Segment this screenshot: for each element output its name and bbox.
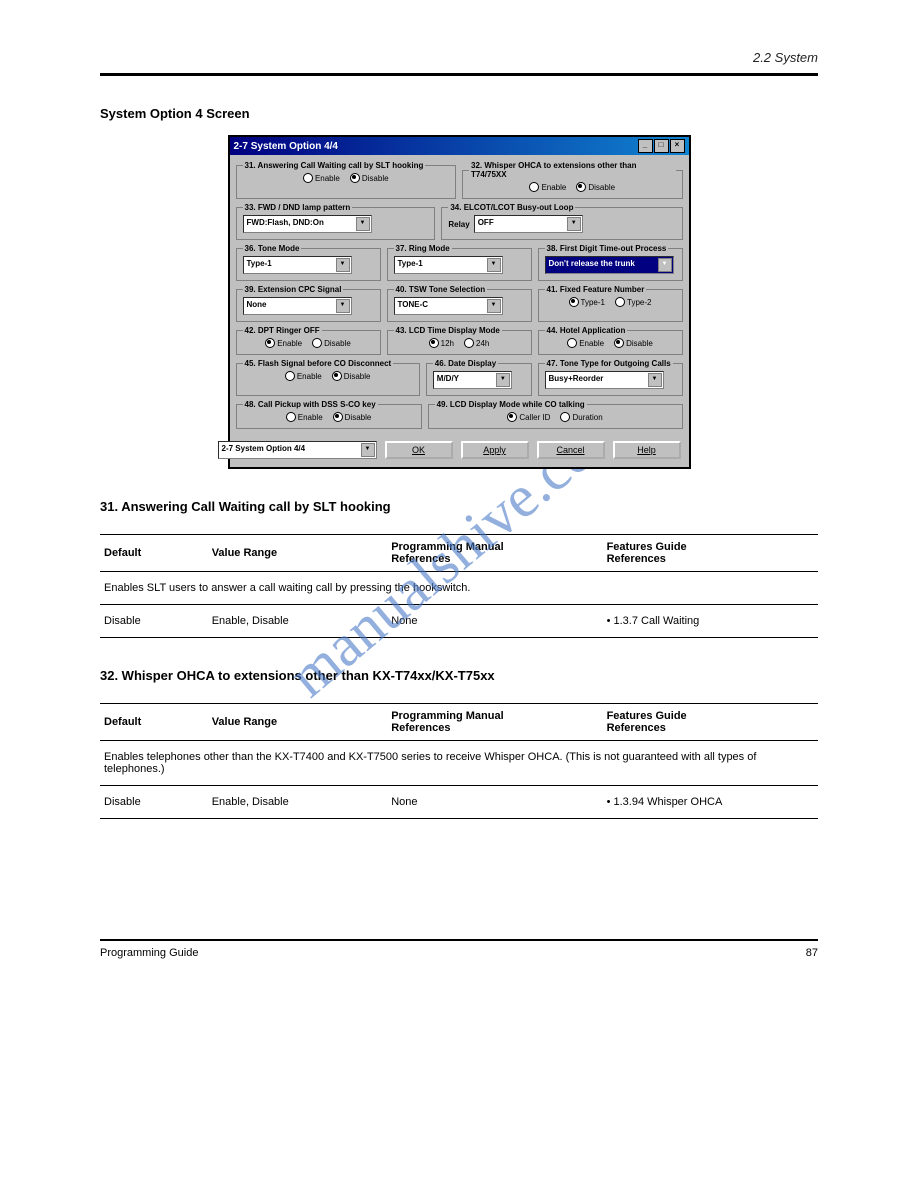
opt-43-12[interactable]: 12h (429, 338, 454, 348)
opt-48-e[interactable]: Enable (286, 412, 323, 422)
field-33: 33. FWD / DND lamp pattern FWD:Flash, DN… (236, 203, 436, 240)
field-39: 39. Extension CPC SignalNone (236, 285, 381, 322)
field-48: 48. Call Pickup with DSS S-CO key Enable… (236, 400, 422, 429)
select-39[interactable]: None (243, 297, 352, 315)
opt-32-disable[interactable]: Disable (576, 182, 615, 192)
field-42: 42. DPT Ringer OFF EnableDisable (236, 326, 381, 355)
select-33[interactable]: FWD:Flash, DND:On (243, 215, 372, 233)
select-37[interactable]: Type-1 (394, 256, 503, 274)
field-45: 45. Flash Signal before CO Disconnect En… (236, 359, 420, 396)
cancel-button[interactable]: Cancel (537, 441, 605, 459)
field-32: 32. Whisper OHCA to extensions other tha… (462, 161, 683, 199)
opt-32-enable[interactable]: Enable (529, 182, 566, 192)
item-31-head: 31. Answering Call Waiting call by SLT h… (100, 499, 818, 514)
screen-title: System Option 4 Screen (100, 106, 818, 121)
opt-44-d[interactable]: Disable (614, 338, 653, 348)
field-49: 49. LCD Display Mode while CO talking Ca… (428, 400, 683, 429)
dialog-window: 2-7 System Option 4/4 _ □ × 31. Answerin… (228, 135, 691, 469)
close-icon[interactable]: × (670, 139, 685, 153)
opt-49-dur[interactable]: Duration (560, 412, 602, 422)
opt-45-e[interactable]: Enable (285, 371, 322, 381)
opt-41-1[interactable]: Type-1 (569, 297, 605, 307)
opt-43-24[interactable]: 24h (464, 338, 489, 348)
opt-45-d[interactable]: Disable (332, 371, 371, 381)
field-37: 37. Ring ModeType-1 (387, 244, 532, 281)
field-38: 38. First Digit Time-out ProcessDon't re… (538, 244, 683, 281)
field-31: 31. Answering Call Waiting call by SLT h… (236, 161, 457, 199)
field-46: 46. Date DisplayM/D/Y (426, 359, 532, 396)
select-38[interactable]: Don't release the trunk (545, 256, 674, 274)
item-32-head: 32. Whisper OHCA to extensions other tha… (100, 668, 818, 683)
page-header: 2.2 System (100, 50, 818, 65)
field-36: 36. Tone ModeType-1 (236, 244, 381, 281)
table-32: DefaultValue RangeProgramming Manual Ref… (100, 703, 818, 819)
minimize-icon[interactable]: _ (638, 139, 653, 153)
opt-49-cid[interactable]: Caller ID (507, 412, 550, 422)
window-title: 2-7 System Option 4/4 (234, 141, 338, 152)
opt-44-e[interactable]: Enable (567, 338, 604, 348)
page-footer: Programming Guide 87 (100, 939, 818, 959)
select-40[interactable]: TONE-C (394, 297, 503, 315)
help-button[interactable]: Help (613, 441, 681, 459)
select-47[interactable]: Busy+Reorder (545, 371, 664, 389)
field-47: 47. Tone Type for Outgoing CallsBusy+Reo… (538, 359, 683, 396)
opt-42-d[interactable]: Disable (312, 338, 351, 348)
apply-button[interactable]: Apply (461, 441, 529, 459)
opt-42-e[interactable]: Enable (265, 338, 302, 348)
field-44: 44. Hotel Application EnableDisable (538, 326, 683, 355)
select-36[interactable]: Type-1 (243, 256, 352, 274)
titlebar: 2-7 System Option 4/4 _ □ × (230, 137, 689, 155)
table-31: DefaultValue RangeProgramming Manual Ref… (100, 534, 818, 638)
opt-41-2[interactable]: Type-2 (615, 297, 651, 307)
header-rule (100, 73, 818, 76)
select-46[interactable]: M/D/Y (433, 371, 512, 389)
opt-31-enable[interactable]: Enable (303, 173, 340, 183)
opt-48-d[interactable]: Disable (333, 412, 372, 422)
field-43: 43. LCD Time Display Mode 12h24h (387, 326, 532, 355)
maximize-icon[interactable]: □ (654, 139, 669, 153)
opt-31-disable[interactable]: Disable (350, 173, 389, 183)
field-34: 34. ELCOT/LCOT Busy-out Loop RelayOFF (441, 203, 682, 240)
ok-button[interactable]: OK (385, 441, 453, 459)
field-40: 40. TSW Tone SelectionTONE-C (387, 285, 532, 322)
nav-select[interactable]: 2-7 System Option 4/4 (218, 441, 377, 459)
select-34[interactable]: OFF (474, 215, 583, 233)
field-41: 41. Fixed Feature Number Type-1 Type-2 (538, 285, 683, 322)
